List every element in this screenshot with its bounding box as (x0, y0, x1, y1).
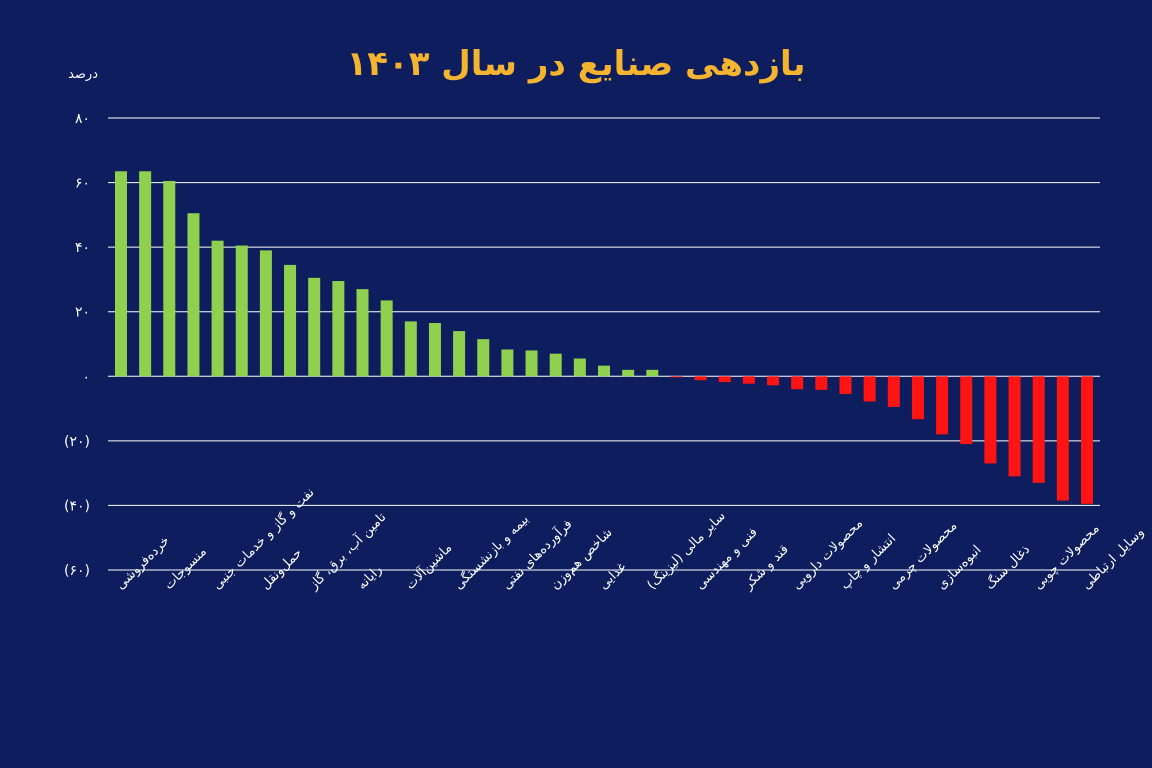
y-tick-label: ۴۰ (75, 240, 90, 256)
bar (791, 376, 804, 390)
y-tick-label: ۸۰ (75, 111, 90, 127)
bar (380, 300, 393, 377)
bar (139, 171, 152, 377)
bar (115, 171, 127, 377)
bar (1008, 376, 1021, 477)
bar (332, 281, 345, 377)
bar (356, 289, 369, 377)
y-axis-unit-label: درصد (68, 67, 98, 82)
bars (115, 171, 1093, 504)
bar (573, 358, 586, 377)
bar (984, 376, 997, 464)
bar (960, 376, 973, 445)
bar (936, 376, 949, 435)
bar (404, 321, 417, 377)
x-category-label: قند و شکر (740, 542, 791, 593)
bar (453, 331, 466, 377)
bar (284, 264, 297, 377)
bar (670, 376, 683, 378)
x-category-label: غذایی (596, 560, 629, 593)
chart-title: بازدهی صنایع در سال ۱۴۰۳ (346, 44, 806, 84)
bar (815, 376, 828, 390)
bar (525, 350, 538, 377)
bar (235, 245, 248, 377)
y-tick-label: ۲۰ (75, 305, 90, 321)
bar (163, 180, 176, 377)
bar (767, 376, 780, 386)
bar (549, 353, 562, 377)
y-tick-label: ۰ (82, 369, 90, 385)
bar (694, 376, 707, 381)
bar (187, 213, 200, 377)
bar (742, 376, 755, 384)
x-category-label: ذغال سنگ (982, 541, 1033, 592)
bar (259, 250, 272, 377)
bar (428, 323, 441, 377)
bar (839, 376, 852, 395)
bar (1056, 376, 1069, 501)
bar (718, 376, 731, 383)
y-tick-label: ۶۰ (75, 176, 90, 192)
grid-lines (108, 117, 1100, 571)
x-category-label: حمل‌ونقل (258, 546, 305, 593)
bar (308, 277, 321, 377)
bar (887, 376, 900, 407)
x-category-label: انبوه‌سازی (934, 543, 984, 593)
bar (622, 369, 635, 377)
bar (1032, 376, 1045, 483)
x-category-label: رایانه (355, 562, 385, 592)
y-tick-label: (۲۰) (64, 434, 90, 450)
bar (1081, 376, 1093, 504)
x-category-label: ماشین‌آلات (402, 539, 456, 593)
bar (863, 376, 876, 402)
bar (598, 365, 610, 377)
bar (501, 349, 514, 377)
bar (911, 376, 924, 420)
y-axis-ticks: ۸۰ ۶۰ ۴۰ ۲۰ ۰ (۲۰) (۴۰) (۶۰) (64, 111, 90, 579)
bar (211, 240, 224, 377)
x-category-label: منسوجات (162, 544, 210, 592)
y-tick-label: (۶۰) (64, 563, 90, 579)
y-tick-label: (۴۰) (64, 498, 90, 514)
bar (477, 339, 490, 377)
bar (646, 369, 659, 377)
